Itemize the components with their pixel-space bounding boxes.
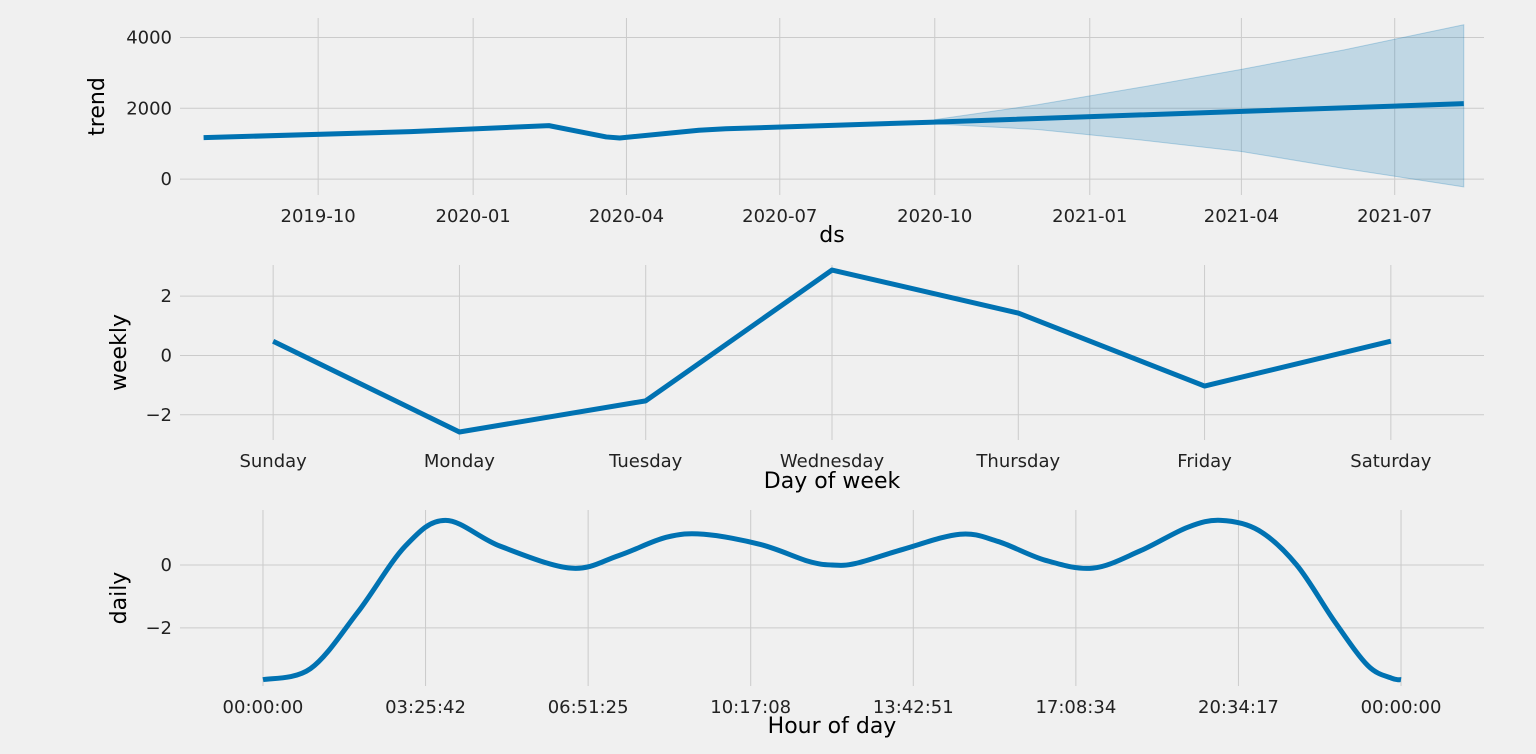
trend-ytick-label: 0 [161, 169, 172, 190]
trend-xtick-label: 2020-10 [897, 206, 972, 227]
trend-xtick-label: 2019-10 [281, 206, 356, 227]
weekly-xtick-label: Tuesday [608, 451, 683, 472]
trend-xtick-label: 2020-07 [742, 206, 817, 227]
trend-panel: 0 2000 4000 2019-10 2020-01 2020-04 2020-07 202… [85, 18, 1484, 248]
trend-ytick-label: 2000 [126, 98, 172, 119]
weekly-xtick-label: Wednesday [780, 451, 885, 472]
daily-line [262, 517, 1402, 683]
weekly-xtick-label: Saturday [1350, 451, 1431, 472]
daily-ytick-label: 0 [161, 555, 172, 576]
trend-xtick-label: 2021-07 [1357, 206, 1432, 227]
weekly-ytick-label: 2 [161, 286, 172, 307]
daily-xtick-label: 00:00:00 [1361, 697, 1442, 718]
weekly-panel: −2 0 2 Sunday Monday Tuesday Wednesday Thursday… [107, 265, 1484, 494]
daily-x-axis-label: Hour of day [768, 714, 897, 739]
trend-xtick-label: 2021-04 [1204, 206, 1279, 227]
daily-xtick-label: 20:34:17 [1198, 697, 1279, 718]
weekly-x-axis-label: Day of week [764, 469, 901, 494]
daily-xtick-label: 13:42:51 [873, 697, 954, 718]
weekly-line [272, 267, 1392, 435]
weekly-xtick-label: Monday [424, 451, 495, 472]
trend-x-axis-label: ds [819, 223, 844, 248]
daily-ytick-label: −2 [145, 618, 172, 639]
trend-uncertainty-band [934, 24, 1465, 188]
trend-xtick-label: 2020-04 [589, 206, 664, 227]
weekly-xtick-label: Friday [1177, 451, 1232, 472]
trend-xtick-label: 2021-01 [1052, 206, 1127, 227]
daily-xtick-label: 06:51:25 [548, 697, 629, 718]
trend-line [203, 101, 1464, 141]
weekly-xtick-label: Sunday [239, 451, 307, 472]
daily-xtick-label: 10:17:08 [710, 697, 791, 718]
daily-xtick-label: 00:00:00 [223, 697, 304, 718]
trend-y-axis-label: trend [85, 77, 110, 136]
trend-ytick-label: 4000 [126, 27, 172, 48]
daily-y-axis-label: daily [107, 572, 132, 625]
daily-xtick-label: 03:25:42 [385, 697, 466, 718]
weekly-xtick-label: Thursday [975, 451, 1060, 472]
weekly-ytick-label: 0 [161, 345, 172, 366]
daily-xtick-label: 17:08:34 [1035, 697, 1116, 718]
weekly-y-axis-label: weekly [107, 314, 132, 391]
weekly-ytick-label: −2 [145, 405, 172, 426]
trend-xtick-label: 2020-01 [436, 206, 511, 227]
daily-panel: −2 0 00:00:00 03:25:42 06:51:25 10:17:08 13:42… [107, 510, 1484, 739]
